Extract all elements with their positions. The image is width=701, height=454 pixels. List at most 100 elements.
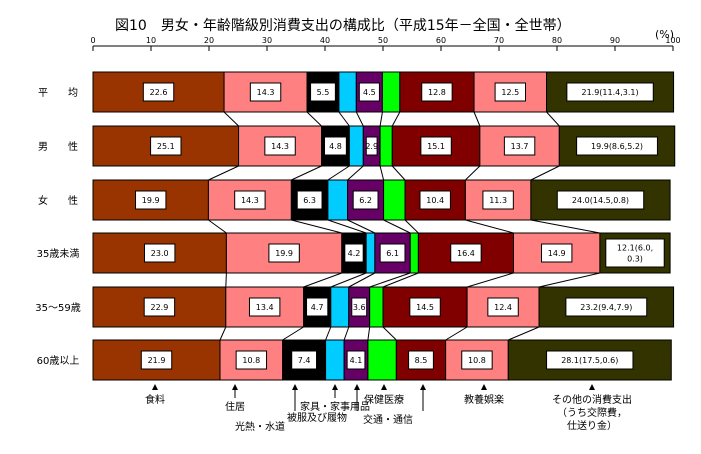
category-label: 女 性 bbox=[38, 194, 78, 207]
data-label: 4.5 bbox=[363, 88, 376, 97]
data-label-box bbox=[310, 82, 336, 102]
data-label: 12.5 bbox=[501, 88, 519, 97]
data-label-box bbox=[482, 190, 514, 210]
legend-arrow-head bbox=[481, 384, 487, 390]
bar-segment bbox=[325, 339, 345, 381]
legend-arrow-head bbox=[332, 384, 338, 390]
connector-line bbox=[208, 165, 239, 181]
data-label: 22.6 bbox=[150, 88, 168, 97]
data-label: 5.5 bbox=[317, 88, 330, 97]
legend-arrow-head bbox=[589, 384, 595, 390]
data-label-box bbox=[556, 190, 645, 210]
data-label: 13.4 bbox=[256, 303, 274, 312]
connector-line bbox=[355, 111, 364, 127]
bar-segment bbox=[207, 179, 292, 221]
data-label-box bbox=[546, 350, 634, 370]
data-label-box bbox=[420, 136, 452, 156]
data-label-box bbox=[344, 243, 364, 263]
bar-segment bbox=[330, 286, 350, 328]
data-label-box bbox=[264, 136, 296, 156]
data-label: 10.8 bbox=[468, 356, 486, 365]
x-tick-label: 0 bbox=[90, 36, 95, 45]
data-label-box bbox=[358, 82, 380, 102]
legend-label: その他の消費支出 bbox=[552, 393, 632, 406]
data-label: 22.9 bbox=[151, 303, 169, 312]
data-label: 2.9 bbox=[365, 142, 378, 151]
data-label-box bbox=[541, 243, 573, 263]
connector-line bbox=[383, 219, 411, 234]
data-label-box bbox=[503, 136, 536, 156]
data-label: 6.1 bbox=[386, 249, 399, 258]
data-label: 15.1 bbox=[427, 142, 445, 151]
data-label-box bbox=[248, 297, 281, 317]
connector-line bbox=[327, 219, 367, 234]
category-label: 男 性 bbox=[38, 140, 78, 153]
bar-segment bbox=[513, 232, 601, 274]
data-label: 12.8 bbox=[428, 88, 446, 97]
connector-line bbox=[208, 219, 227, 234]
connector-line bbox=[291, 219, 342, 234]
data-label: 6.2 bbox=[359, 196, 372, 205]
data-label: 0.3) bbox=[627, 255, 643, 264]
data-label-box bbox=[324, 136, 347, 156]
data-label-box bbox=[135, 190, 167, 210]
legend-label: （うち交際費， bbox=[557, 406, 627, 419]
data-label: 6.3 bbox=[303, 196, 316, 205]
connector-line bbox=[379, 165, 385, 181]
data-label: 23.2(9.4,7.9) bbox=[580, 303, 632, 312]
data-label: 19.9 bbox=[142, 196, 160, 205]
category-label: 60歳以上 bbox=[37, 355, 80, 367]
connector-line bbox=[508, 326, 540, 341]
connector-line bbox=[391, 165, 406, 181]
data-label-box bbox=[566, 82, 654, 102]
data-label: 13.7 bbox=[511, 142, 529, 151]
data-label: 21.9 bbox=[148, 356, 166, 365]
connector-line bbox=[291, 165, 322, 181]
x-tick-label: 90 bbox=[610, 36, 620, 45]
connector-line bbox=[546, 111, 560, 127]
connector-line bbox=[223, 111, 239, 127]
connector-line bbox=[306, 111, 322, 127]
connector-line bbox=[466, 272, 514, 288]
data-label-box bbox=[576, 136, 658, 156]
data-label-box bbox=[296, 190, 323, 210]
legend-label: 食料 bbox=[145, 393, 165, 406]
legend-label: 住居 bbox=[225, 400, 245, 413]
data-label: 3.6 bbox=[353, 303, 366, 312]
connector-line bbox=[404, 219, 419, 234]
data-label-box bbox=[291, 350, 318, 370]
data-label: 24.0(14.5,0.8) bbox=[572, 196, 629, 205]
x-tick-label: 60 bbox=[436, 36, 446, 45]
bar-segment bbox=[381, 71, 401, 113]
data-label-box bbox=[144, 243, 176, 263]
legend-label: 被服及び履物 bbox=[287, 411, 347, 424]
connector-line bbox=[382, 272, 419, 288]
bar-segment bbox=[395, 339, 447, 381]
bar-segment bbox=[348, 125, 364, 167]
bar-segment bbox=[383, 179, 406, 221]
bar-segment bbox=[367, 339, 397, 381]
legend-label: 光熱・水道 bbox=[235, 420, 285, 433]
data-label: 4.7 bbox=[311, 303, 324, 312]
data-label-box bbox=[140, 350, 173, 370]
data-label-box bbox=[150, 136, 182, 156]
data-label-box bbox=[487, 297, 519, 317]
data-label: 12.4 bbox=[494, 303, 512, 312]
bar-segment bbox=[409, 232, 419, 274]
connector-line bbox=[379, 111, 383, 127]
bar-segment bbox=[338, 71, 357, 113]
connector-line bbox=[445, 326, 468, 341]
x-tick-label: 100 bbox=[665, 36, 680, 45]
connector-line bbox=[347, 219, 376, 234]
data-label: 16.4 bbox=[457, 249, 475, 258]
x-tick-label: 40 bbox=[320, 36, 330, 45]
bar-segment bbox=[369, 286, 384, 328]
connector-line bbox=[530, 165, 560, 181]
data-label-box bbox=[461, 350, 493, 370]
category-label: 平 均 bbox=[38, 87, 78, 99]
x-tick-label: 10 bbox=[146, 36, 156, 45]
legend-label: 保健医療 bbox=[364, 393, 404, 406]
data-label-box bbox=[143, 297, 176, 317]
data-label: 28.1(17.5,0.6) bbox=[561, 356, 618, 365]
